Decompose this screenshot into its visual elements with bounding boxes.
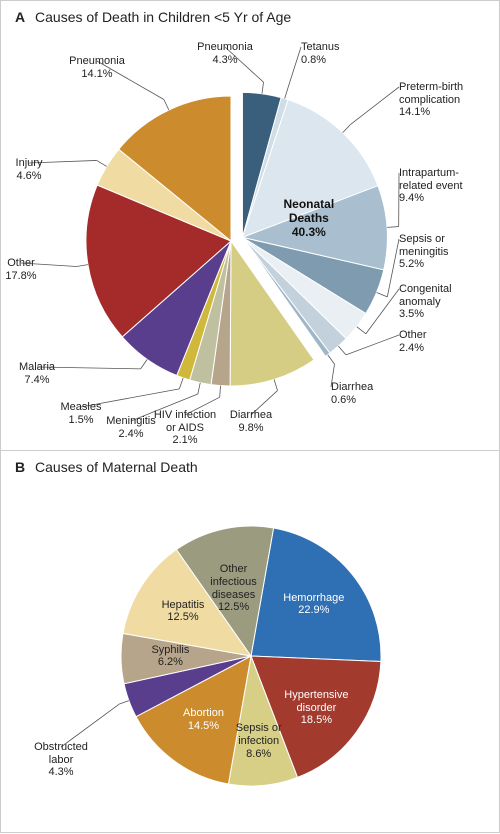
- ext-label-neo_preterm: Preterm-birthcomplication14.1%: [399, 81, 489, 119]
- ext-label-neo_diarrhea: Diarrhea0.6%: [331, 381, 421, 406]
- ext-label-other: Other17.8%: [0, 257, 66, 282]
- chart-a: NeonatalDeaths40.3% Pneumonia4.3% Tetanus0…: [1, 1, 499, 450]
- ext-label-neo_congenital: Congenitalanomaly3.5%: [399, 283, 489, 321]
- ext-label-neo_pneumonia: Pneumonia4.3%: [180, 41, 270, 66]
- ext-label-neo_intrapartum: Intrapartum-related event9.4%: [399, 167, 489, 205]
- ext-label-neo_tetanus: Tetanus0.8%: [301, 41, 391, 66]
- figure: A Causes of Death in Children <5 Yr of A…: [0, 0, 500, 833]
- ext-label-measles: Measles1.5%: [36, 401, 126, 426]
- panel-a: A Causes of Death in Children <5 Yr of A…: [1, 1, 499, 451]
- ext-label-malaria: Malaria7.4%: [0, 361, 82, 386]
- ext-label-neo_other: Other2.4%: [399, 329, 489, 354]
- ext-label-obstructed: Obstructedlabor4.3%: [16, 741, 106, 779]
- ext-label-injury: Injury4.6%: [0, 157, 74, 182]
- ext-label-neo_sepsis: Sepsis ormeningitis5.2%: [399, 233, 489, 271]
- ext-label-pneumonia: Pneumonia14.1%: [52, 55, 142, 80]
- chart-b: Hemorrhage22.9%Hypertensivedisorder18.5%…: [1, 451, 499, 834]
- neonatal-deaths-label: NeonatalDeaths40.3%: [269, 197, 349, 240]
- panel-b: B Causes of Maternal Death Hemorrhage22.…: [1, 451, 499, 834]
